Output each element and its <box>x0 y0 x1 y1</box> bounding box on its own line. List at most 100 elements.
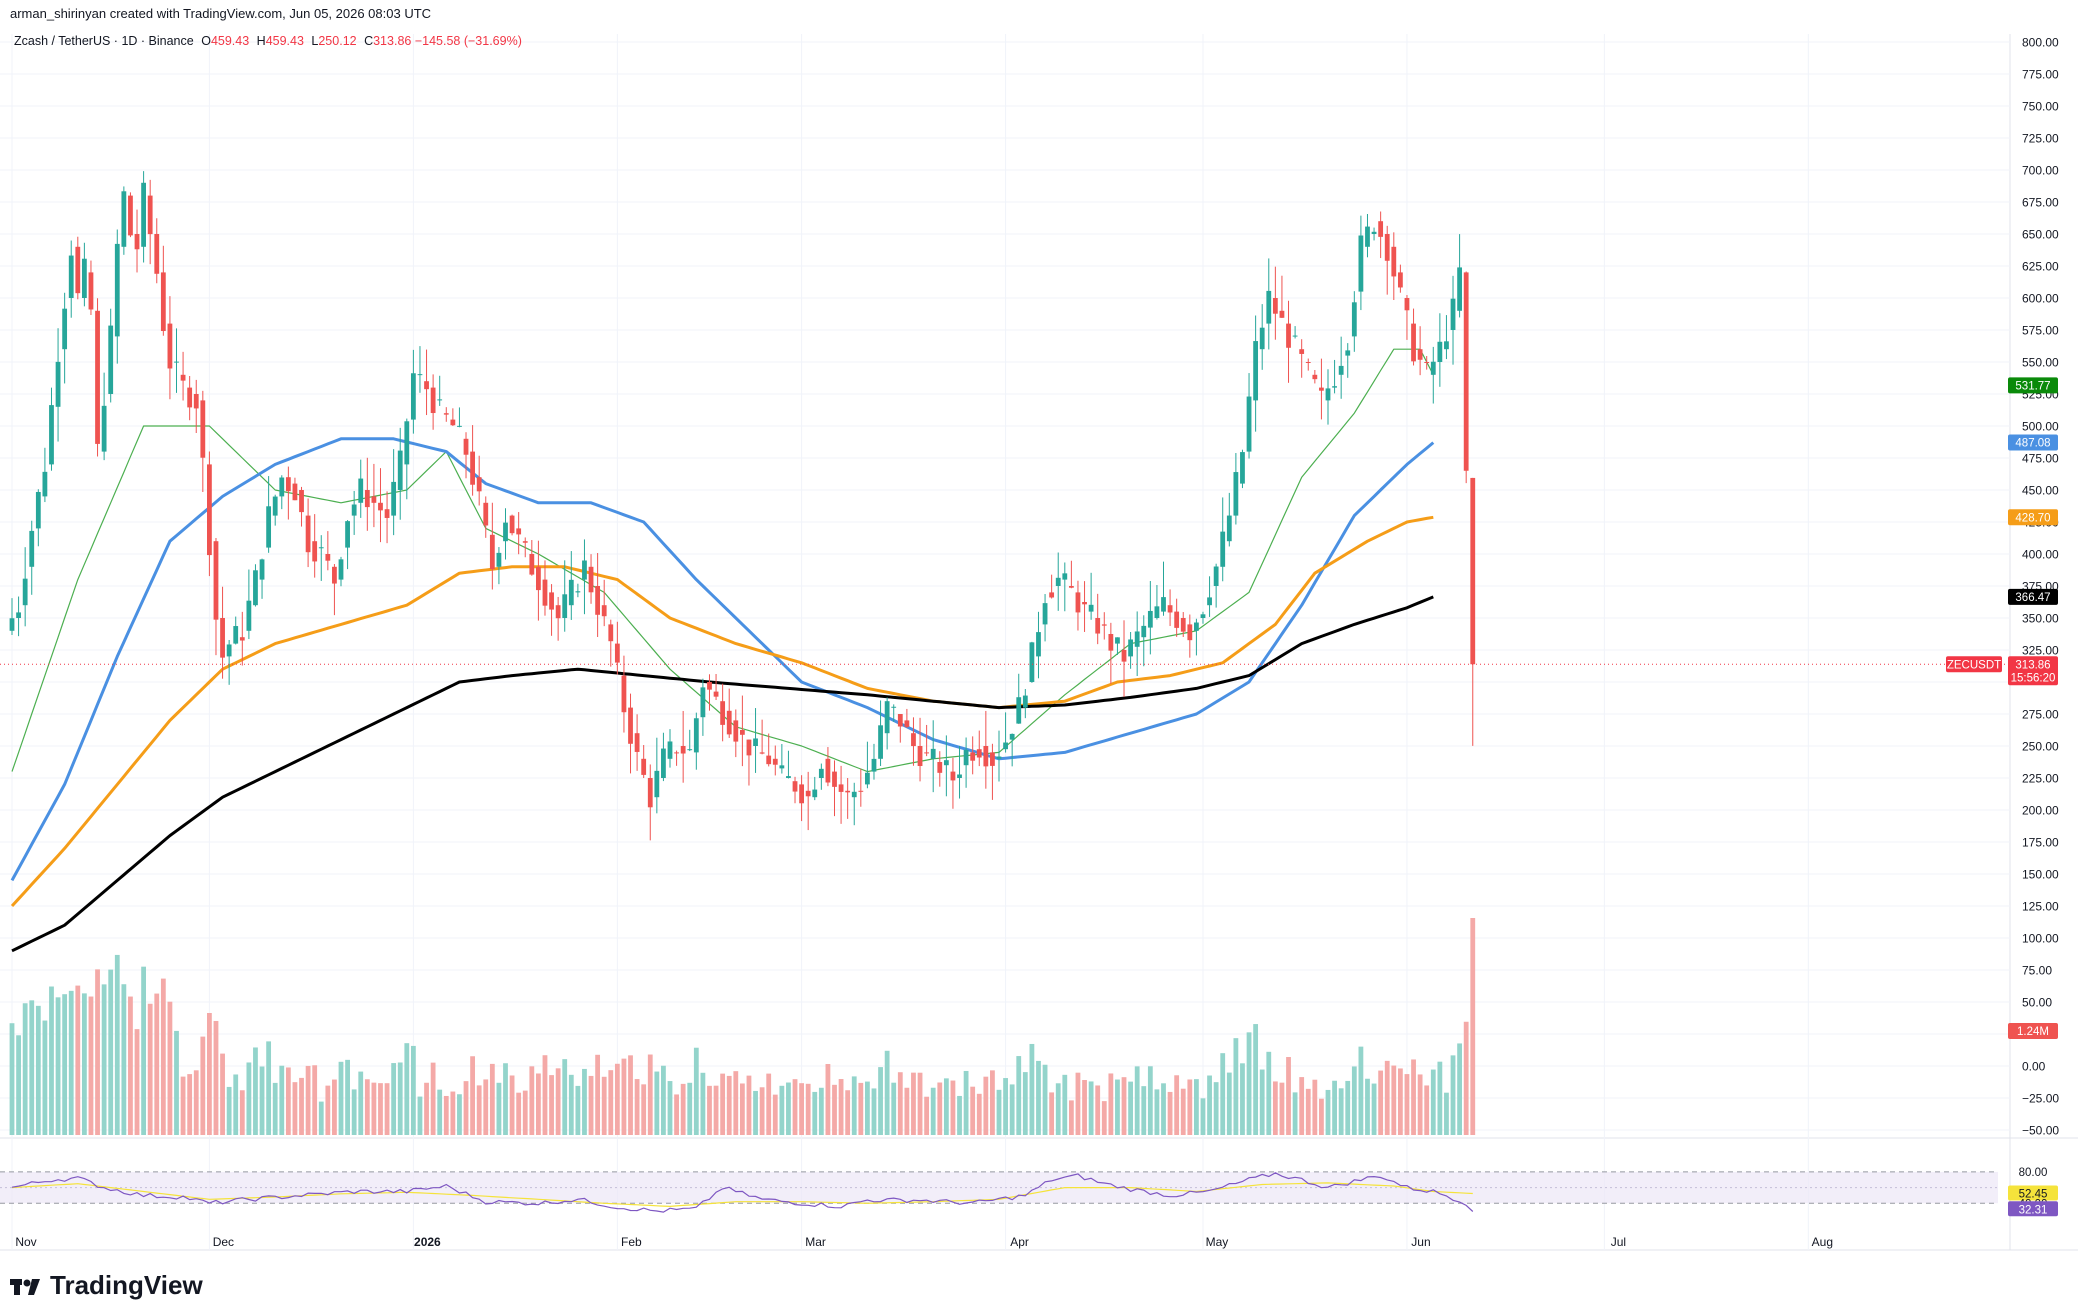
candle-body <box>522 541 528 543</box>
candle-body <box>865 772 870 785</box>
volume-bar <box>1075 1072 1081 1135</box>
price-tag-label: 313.86 <box>2015 659 2050 671</box>
volume-bar <box>134 1029 140 1135</box>
candle-body <box>16 612 21 618</box>
candle-body <box>996 756 1002 759</box>
volume-bar <box>693 1047 699 1135</box>
price-tick-label: 250.00 <box>2022 740 2059 754</box>
candle-body <box>792 781 798 792</box>
volume-bar <box>299 1077 304 1135</box>
candle-body <box>233 626 239 644</box>
volume-bar <box>1253 1024 1259 1135</box>
volume-bar <box>200 1036 206 1135</box>
volume-bar <box>1371 1083 1377 1135</box>
volume-bar <box>707 1085 712 1135</box>
candle-body <box>128 195 133 236</box>
volume-bar <box>818 1087 824 1135</box>
price-tick-label: 750.00 <box>2022 100 2059 114</box>
ma-line-ma50 <box>10 437 1435 882</box>
volume-bar <box>851 1076 857 1135</box>
candle-body <box>621 675 627 713</box>
volume-bar <box>1345 1080 1351 1135</box>
volume-bar <box>68 990 74 1135</box>
candle-body <box>851 791 857 798</box>
volume-bar <box>825 1064 831 1135</box>
volume-bar <box>891 1082 897 1135</box>
volume-bar <box>1036 1060 1041 1135</box>
candle-body <box>786 776 791 778</box>
close-label: C <box>364 34 374 48</box>
volume-bar <box>957 1095 962 1135</box>
volume-bar <box>121 984 127 1135</box>
candle-body <box>1430 361 1436 375</box>
volume-bar <box>1042 1064 1048 1135</box>
candle-body <box>700 687 706 718</box>
candle-body <box>1411 323 1416 362</box>
volume-bar <box>996 1089 1002 1135</box>
candle-body <box>384 509 390 518</box>
price-tick-label: 225.00 <box>2022 772 2059 786</box>
candle-body <box>1213 566 1219 586</box>
candle-body <box>1384 234 1390 261</box>
candle-body <box>114 243 120 337</box>
volume-bar <box>154 993 160 1135</box>
volume-bar <box>1049 1092 1055 1135</box>
candle-body <box>351 504 357 516</box>
candle-body <box>141 182 146 247</box>
volume-bar <box>1351 1066 1357 1135</box>
candle-body <box>799 784 804 804</box>
volume-bar <box>963 1070 969 1135</box>
price-tick-label: −50.00 <box>2022 1124 2059 1138</box>
volume-bar <box>285 1067 291 1135</box>
volume-bar <box>1128 1081 1133 1135</box>
volume-bar <box>1187 1079 1193 1135</box>
volume-bar <box>1180 1088 1186 1135</box>
volume-bar <box>858 1082 864 1135</box>
volume-bar <box>1299 1077 1305 1135</box>
candle-body <box>489 534 495 570</box>
volume-bar <box>443 1095 449 1135</box>
candle-body <box>1305 362 1311 364</box>
candle-body <box>911 733 916 747</box>
volume-bar <box>884 1050 890 1135</box>
volume-bar <box>1003 1078 1008 1135</box>
candle-body <box>772 758 778 765</box>
price-tag <box>2008 1023 2058 1039</box>
volume-bar <box>549 1075 554 1135</box>
candle-body <box>943 760 949 766</box>
candle-body <box>568 579 574 606</box>
volume-bar <box>542 1055 548 1135</box>
price-tick-label: 650.00 <box>2022 228 2059 242</box>
rsi-tag <box>2008 1201 2058 1217</box>
candle-body <box>766 755 772 765</box>
volume-bar <box>1312 1079 1318 1135</box>
candle-body <box>654 770 660 798</box>
volume-bar <box>1404 1074 1410 1135</box>
candle-body <box>1147 610 1153 628</box>
volume-bar <box>147 1003 153 1135</box>
candle-body <box>279 477 285 497</box>
candle-body <box>450 419 456 426</box>
candle-body <box>614 643 620 663</box>
volume-bar <box>1174 1075 1180 1135</box>
candle-body <box>1016 697 1022 724</box>
volume-bar <box>463 1081 469 1135</box>
candle-body <box>661 748 666 778</box>
price-tag <box>2008 434 2058 451</box>
candle-body <box>759 752 765 754</box>
volume-bar <box>766 1073 772 1135</box>
candle-body <box>1325 388 1331 401</box>
tradingview-logo[interactable]: TradingView <box>10 1270 203 1301</box>
volume-bar <box>1444 1092 1449 1135</box>
candle-body <box>693 718 699 753</box>
candle-body <box>167 323 173 369</box>
candle-body <box>272 496 278 516</box>
volume-bar <box>1325 1089 1331 1135</box>
time-axis-label: Apr <box>1010 1235 1029 1249</box>
candle-body <box>1397 272 1403 288</box>
volume-bar <box>522 1090 528 1135</box>
volume-bar <box>272 1082 278 1135</box>
candle-body <box>49 405 54 465</box>
volume-bar <box>1207 1075 1212 1135</box>
